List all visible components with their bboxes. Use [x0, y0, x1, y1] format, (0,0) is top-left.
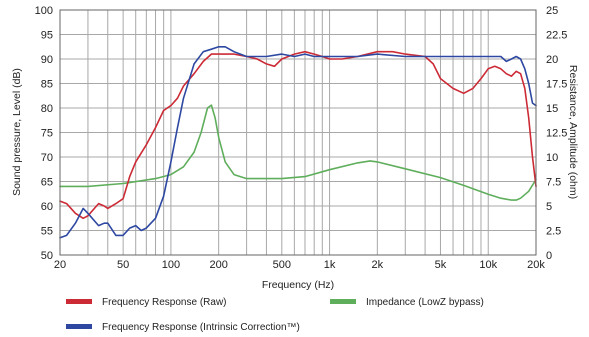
left-axis-ticks: 50 55 60 65 70 75 80 85 90 95 100	[35, 5, 53, 262]
right-axis-title: Resistance, Amplitude (ohm)	[567, 65, 579, 199]
series-line-raw	[59, 50, 537, 220]
legend-item-raw-label: Frequency Response (Raw)	[102, 297, 227, 308]
legend-item-impedance-swatch	[330, 299, 356, 304]
x-tick-label: 100	[162, 259, 180, 271]
x-tick-label: 1k	[324, 259, 336, 271]
x-axis-ticks: 20 50 100 200 500 1k 2k 5k 10k 20k	[54, 259, 545, 271]
right-y-tick-label: 7.5	[546, 177, 561, 189]
right-y-tick-label: 20	[546, 54, 558, 66]
left-y-tick-label: 60	[41, 201, 53, 213]
right-y-tick-label: 0	[546, 250, 552, 262]
left-y-tick-label: 70	[41, 152, 53, 164]
right-y-tick-label: 10	[546, 152, 558, 164]
left-y-tick-label: 50	[41, 250, 53, 262]
left-y-tick-label: 95	[41, 30, 53, 42]
left-y-tick-label: 90	[41, 54, 53, 66]
x-tick-label: 2k	[372, 259, 384, 271]
left-axis-title: Sound pressure, Level (dB)	[11, 68, 23, 196]
left-y-tick-label: 65	[41, 177, 53, 189]
right-y-tick-label: 12.5	[546, 128, 567, 140]
x-axis-title: Frequency (Hz)	[262, 279, 334, 291]
x-tick-label: 20k	[527, 259, 545, 271]
right-y-tick-label: 22.5	[546, 30, 567, 42]
legend-item-corrected-label: Frequency Response (Intrinsic Correction…	[102, 322, 300, 333]
x-tick-label: 200	[209, 259, 227, 271]
x-tick-label: 50	[117, 259, 129, 271]
x-tick-label: 10k	[479, 259, 497, 271]
left-y-tick-label: 55	[41, 226, 53, 238]
left-y-tick-label: 85	[41, 79, 53, 91]
right-axis-ticks: 0 2.5 5 7.5 10 12.5 15 17.5 20 22.5 25	[546, 5, 567, 262]
grid-lines	[60, 9, 536, 256]
right-y-tick-label: 25	[546, 5, 558, 17]
legend-item-raw-swatch	[66, 299, 92, 304]
impedance-series	[59, 104, 537, 201]
right-y-tick-label: 15	[546, 103, 558, 115]
left-y-tick-label: 80	[41, 103, 53, 115]
x-tick-label: 500	[273, 259, 291, 271]
legend-item-impedance-label: Impedance (LowZ bypass)	[366, 297, 484, 308]
right-y-tick-label: 17.5	[546, 79, 567, 91]
right-y-tick-label: 5	[546, 201, 552, 213]
series-line-corrected	[59, 45, 537, 239]
x-tick-label: 5k	[435, 259, 447, 271]
legend-item-corrected-swatch	[66, 324, 92, 329]
plot-frame	[59, 9, 537, 256]
x-tick-label: 20	[54, 259, 66, 271]
right-y-tick-label: 2.5	[546, 226, 561, 238]
legend: Frequency Response (Raw) Impedance (LowZ …	[66, 297, 484, 333]
left-y-tick-label: 75	[41, 128, 53, 140]
response-series	[59, 45, 537, 239]
series-line-impedance	[59, 104, 537, 201]
left-y-tick-label: 100	[35, 5, 53, 17]
